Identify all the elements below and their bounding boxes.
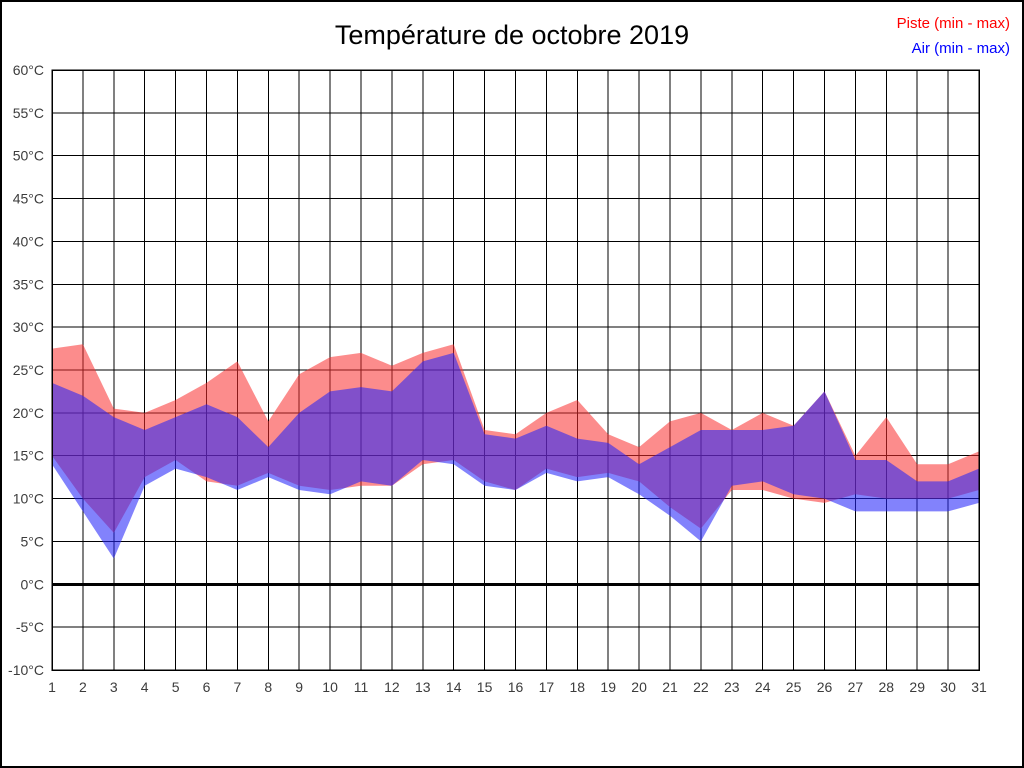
x-tick-label: 1: [48, 679, 56, 695]
x-tick-label: 21: [662, 679, 678, 695]
x-tick-label: 18: [570, 679, 586, 695]
y-tick-label: 25°C: [13, 362, 44, 378]
y-tick-label: 5°C: [21, 533, 45, 549]
y-tick-label: 50°C: [13, 148, 44, 164]
x-tick-label: 9: [295, 679, 303, 695]
x-tick-label: 28: [879, 679, 895, 695]
y-tick-label: 45°C: [13, 191, 44, 207]
y-tick-label: 60°C: [13, 62, 44, 78]
chart-title: Température de octobre 2019: [334, 20, 690, 50]
legend: Piste (min - max) Air (min - max): [897, 11, 1010, 61]
x-tick-label: 4: [141, 679, 149, 695]
legend-item-air: Air (min - max): [911, 40, 1010, 57]
x-tick-label: 23: [724, 679, 740, 695]
y-tick-label: 55°C: [13, 105, 44, 121]
y-tick-label: 15°C: [13, 448, 44, 464]
x-tick-label: 7: [234, 679, 242, 695]
x-tick-label: 29: [909, 679, 925, 695]
x-tick-label: 17: [539, 679, 555, 695]
x-tick-label: 27: [848, 679, 864, 695]
y-tick-label: 0°C: [21, 576, 45, 592]
x-tick-label: 2: [79, 679, 87, 695]
y-tick-label: 40°C: [13, 233, 44, 249]
legend-item-piste: Piste (min - max): [896, 15, 1010, 32]
x-tick-label: 8: [264, 679, 272, 695]
x-tick-label: 6: [203, 679, 211, 695]
x-tick-label: 22: [693, 679, 709, 695]
x-tick-label: 16: [508, 679, 524, 695]
x-tick-label: 10: [322, 679, 338, 695]
x-tick-label: 19: [600, 679, 616, 695]
y-tick-label: -10°C: [8, 662, 44, 678]
y-tick-label: 10°C: [13, 491, 44, 507]
piste-band: [52, 344, 979, 533]
x-tick-label: 14: [446, 679, 462, 695]
x-tick-label: 24: [755, 679, 771, 695]
x-tick-label: 12: [384, 679, 400, 695]
y-tick-label: 20°C: [13, 405, 44, 421]
x-tick-label: 13: [415, 679, 431, 695]
x-tick-label: 3: [110, 679, 118, 695]
air-band: [52, 352, 979, 559]
x-tick-label: 15: [477, 679, 493, 695]
x-tick-label: 5: [172, 679, 180, 695]
x-tick-label: 26: [817, 679, 833, 695]
y-tick-label: 30°C: [13, 319, 44, 335]
gridlines: [51, 69, 980, 671]
y-tick-label: -5°C: [16, 619, 44, 635]
x-tick-label: 11: [354, 679, 369, 695]
x-tick-label: 25: [786, 679, 802, 695]
x-tick-label: 31: [971, 679, 987, 695]
x-tick-label: 20: [631, 679, 647, 695]
plot-border: [51, 69, 980, 671]
x-tick-label: 30: [940, 679, 956, 695]
y-tick-label: 35°C: [13, 276, 44, 292]
